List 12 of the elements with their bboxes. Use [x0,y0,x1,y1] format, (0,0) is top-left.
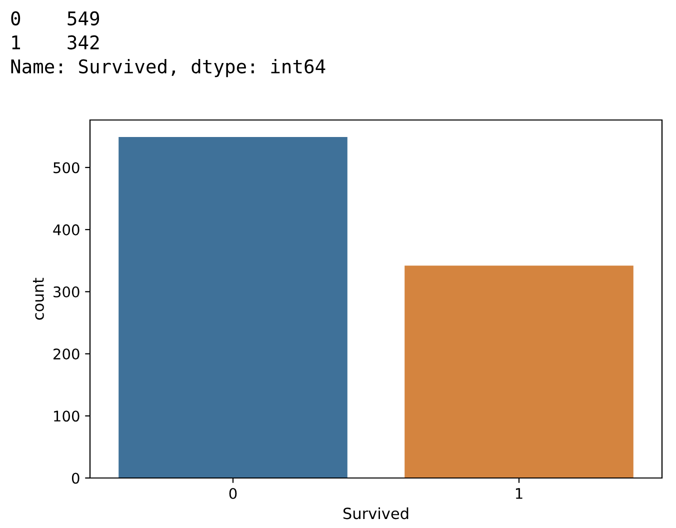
y-tick-label: 500 [54,162,80,174]
y-axis-title: count [32,278,44,320]
y-tick-label: 100 [54,410,80,422]
y-tick-label: 200 [54,348,80,360]
y-tick-label: 300 [54,286,80,298]
y-tick-label: 400 [53,224,80,236]
text: Name: Survived, dtype: int64 [11,58,326,78]
text: 0 549 [11,11,100,26]
x-axis-title: Survived [343,507,408,520]
text: 1 342 [12,35,99,50]
y-tick-label: 0 [72,472,80,484]
x-tick-label: 1 [516,488,522,499]
